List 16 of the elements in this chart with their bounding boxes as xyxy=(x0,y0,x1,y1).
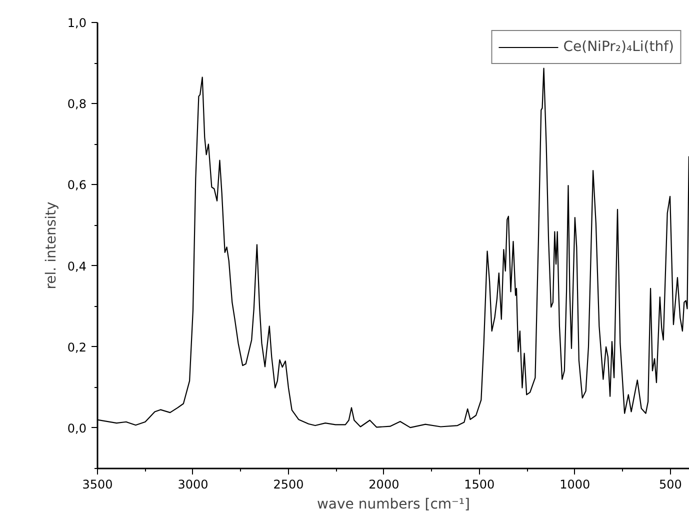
x-tick-label: 3500 xyxy=(82,478,113,492)
y-tick-label: 0,0 xyxy=(67,421,87,436)
x-tick-label: 1500 xyxy=(464,478,495,492)
x-tick-label: 1000 xyxy=(560,478,590,492)
y-tick-label: 1,0 xyxy=(67,16,87,30)
y-tick-label: 0,6 xyxy=(67,178,87,192)
y-axis-title: rel. intensity xyxy=(43,202,60,290)
legend-label: Ce(NiPr₂)₄Li(thf) xyxy=(563,39,674,55)
x-tick-label: 2000 xyxy=(368,478,400,492)
y-tick-label: 0,4 xyxy=(67,259,87,274)
y-tick-label: 0,2 xyxy=(67,340,87,354)
x-axis-title: wave numbers [cm⁻¹] xyxy=(316,496,470,512)
x-tick-label: 500 xyxy=(658,478,682,492)
x-tick-label: 2500 xyxy=(273,478,304,492)
y-tick-label: 0,8 xyxy=(67,97,87,112)
x-tick-label: 3000 xyxy=(178,478,208,492)
